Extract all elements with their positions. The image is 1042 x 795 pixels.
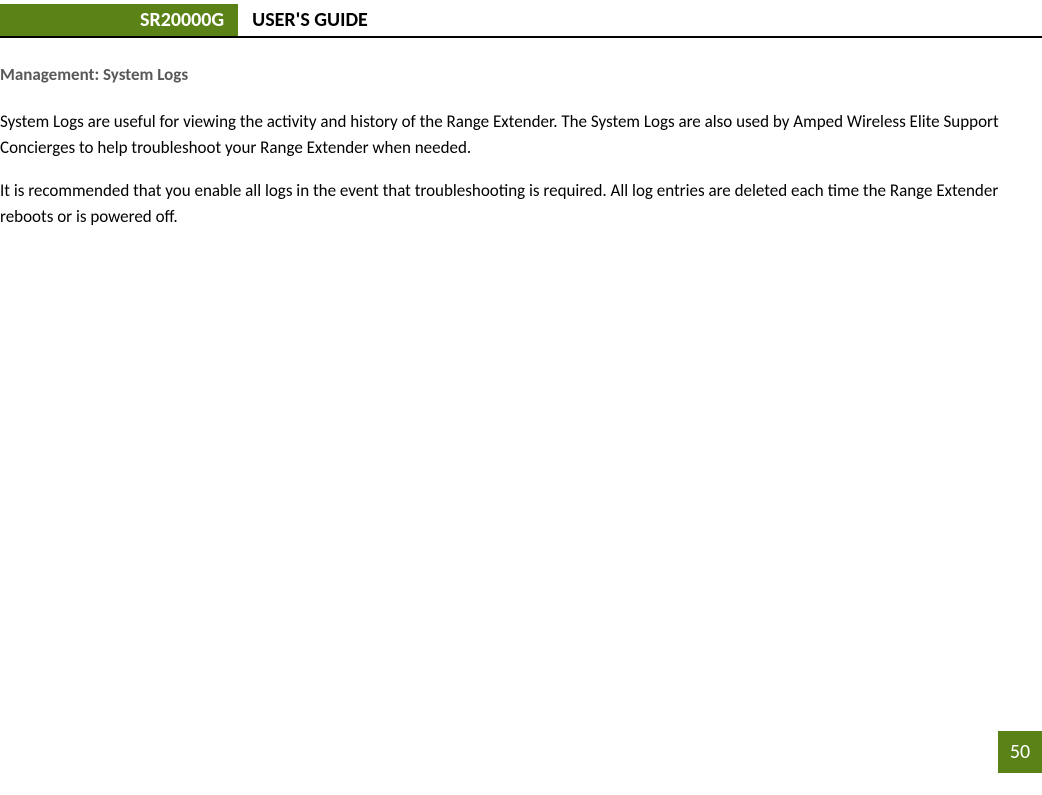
page-content: Management: System Logs System Logs are … (0, 38, 1042, 229)
page-header: SR20000G USER'S GUIDE (0, 4, 1042, 38)
body-paragraph: It is recommended that you enable all lo… (0, 178, 1002, 229)
document-title-text: USER'S GUIDE (252, 8, 368, 32)
model-badge: SR20000G (0, 4, 238, 36)
page-number-text: 50 (1010, 740, 1030, 764)
page-number-badge: 50 (998, 731, 1042, 773)
section-heading: Management: System Logs (0, 64, 1002, 85)
body-paragraph: System Logs are useful for viewing the a… (0, 109, 1002, 160)
model-text: SR20000G (140, 8, 224, 32)
document-title: USER'S GUIDE (238, 4, 368, 36)
